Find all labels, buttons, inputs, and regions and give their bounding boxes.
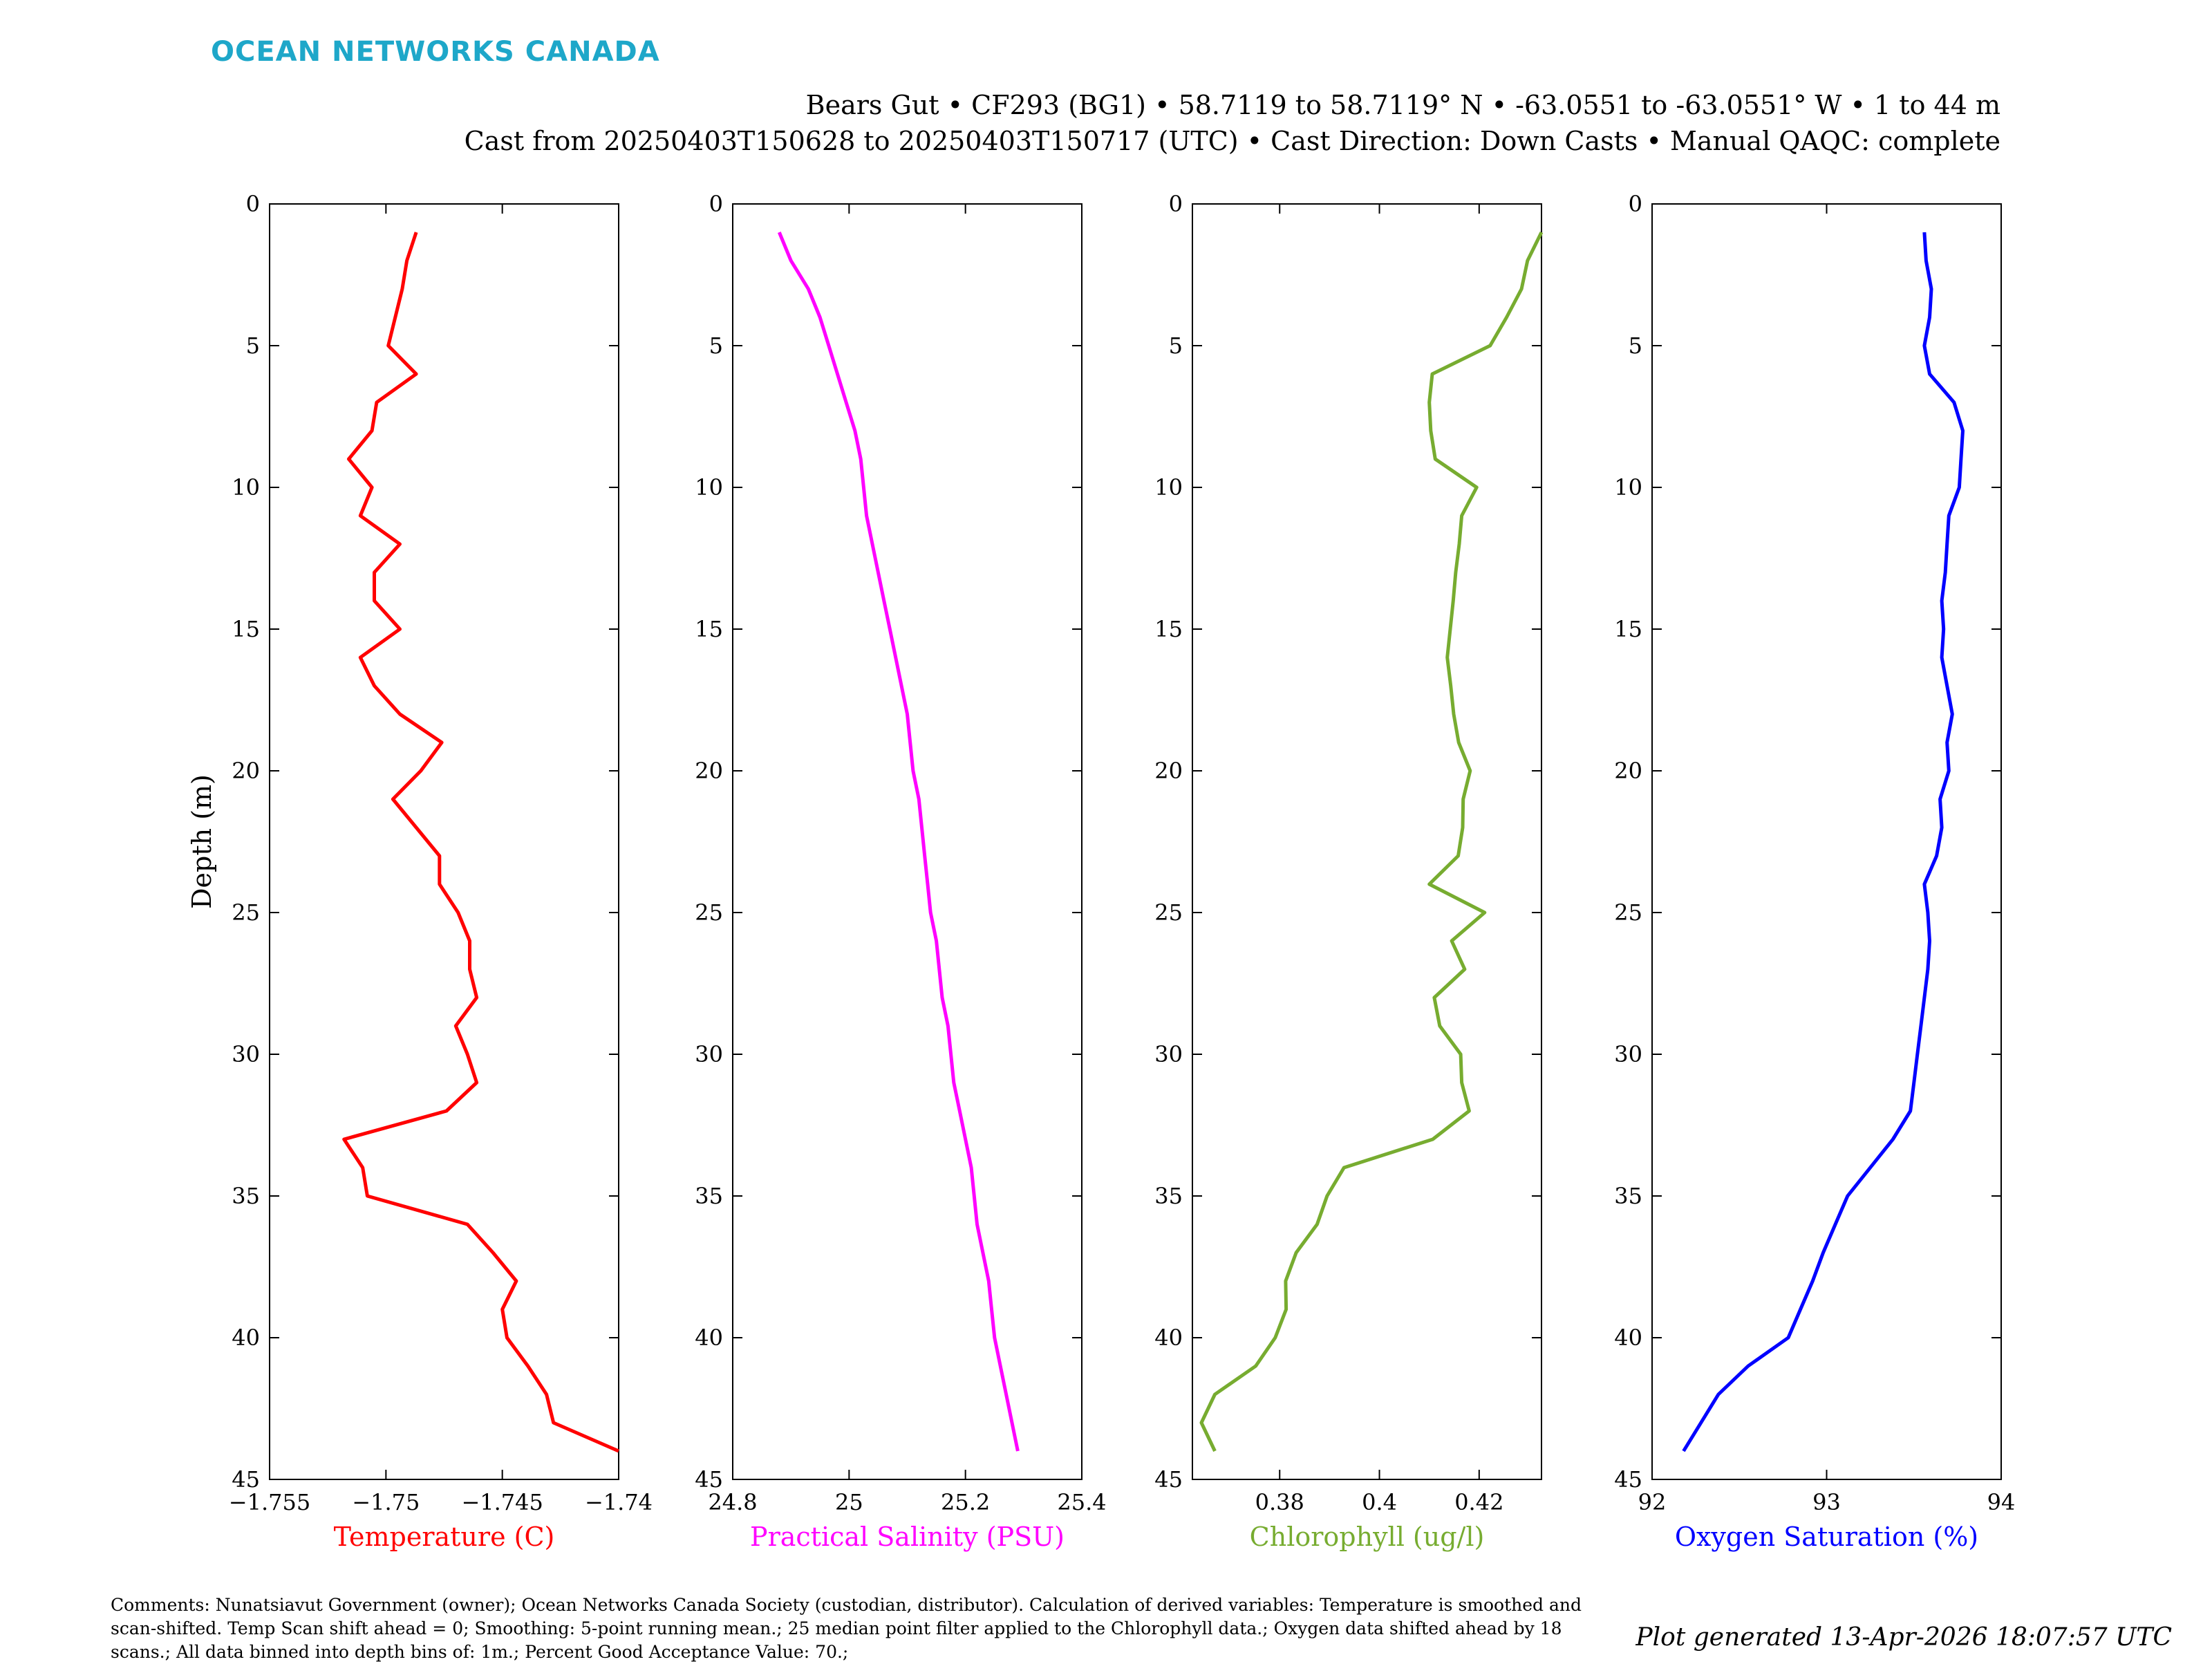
y-tick-label: 35 xyxy=(695,1183,723,1209)
profile-line-1 xyxy=(342,232,619,1453)
x-tick-label: 0.38 xyxy=(1255,1489,1304,1515)
y-tick-label: 0 xyxy=(246,191,260,217)
y-tick-label: 20 xyxy=(232,758,260,784)
y-tick-label: 15 xyxy=(1154,616,1183,642)
x-tick-label: 0.42 xyxy=(1454,1489,1503,1515)
x-axis-label: Temperature (C) xyxy=(334,1522,555,1552)
y-tick-label: 15 xyxy=(1614,616,1642,642)
y-tick-label: 25 xyxy=(1614,899,1642,926)
y-tick-label: 25 xyxy=(1154,899,1183,926)
profile-line-2 xyxy=(777,232,1020,1452)
y-tick-label: 45 xyxy=(232,1466,260,1493)
y-tick-label: 40 xyxy=(695,1325,723,1351)
y-tick-label: 35 xyxy=(1154,1183,1183,1209)
x-tick-label: −1.75 xyxy=(352,1489,420,1515)
y-tick-label: 10 xyxy=(1154,474,1183,501)
x-tick-label: 92 xyxy=(1638,1489,1667,1515)
y-tick-label: 20 xyxy=(1154,758,1183,784)
y-tick-label: 10 xyxy=(232,474,260,501)
x-tick-label: 94 xyxy=(1987,1489,2016,1515)
y-tick-label: 5 xyxy=(246,333,260,359)
y-tick-label: 5 xyxy=(1629,333,1642,359)
y-tick-label: 40 xyxy=(1614,1325,1642,1351)
y-tick-label: 25 xyxy=(232,899,260,926)
y-tick-label: 40 xyxy=(232,1325,260,1351)
plot-title-location: Bears Gut • CF293 (BG1) • 58.7119 to 58.… xyxy=(805,90,2000,120)
x-tick-label: 25.2 xyxy=(941,1489,990,1515)
onc-logo: OCEAN NETWORKS CANADA xyxy=(211,36,660,68)
x-tick-label: 24.8 xyxy=(708,1489,757,1515)
plot-title-cast: Cast from 20250403T150628 to 20250403T15… xyxy=(464,126,2000,156)
x-tick-label: −1.755 xyxy=(229,1489,310,1515)
y-tick-label: 20 xyxy=(1614,758,1642,784)
y-tick-label: 30 xyxy=(1154,1041,1183,1067)
y-tick-label: 0 xyxy=(709,191,723,217)
y-tick-label: 40 xyxy=(1154,1325,1183,1351)
axes-box xyxy=(732,203,1082,1480)
y-axis-label: Depth (m) xyxy=(187,774,217,909)
x-axis-label: Chlorophyll (ug/l) xyxy=(1250,1522,1485,1552)
x-tick-label: 25 xyxy=(835,1489,863,1515)
axes-box xyxy=(1192,203,1542,1480)
y-tick-label: 0 xyxy=(1169,191,1183,217)
y-tick-label: 15 xyxy=(695,616,723,642)
y-tick-label: 10 xyxy=(1614,474,1642,501)
y-tick-label: 45 xyxy=(1614,1466,1642,1493)
y-tick-label: 0 xyxy=(1629,191,1642,217)
x-tick-label: 25.4 xyxy=(1057,1489,1106,1515)
axes-box xyxy=(269,203,619,1480)
y-tick-label: 30 xyxy=(695,1041,723,1067)
y-tick-label: 20 xyxy=(695,758,723,784)
x-axis-label: Practical Salinity (PSU) xyxy=(750,1522,1065,1552)
profile-line-4 xyxy=(1682,232,1965,1452)
y-tick-label: 10 xyxy=(695,474,723,501)
y-tick-label: 45 xyxy=(1154,1466,1183,1493)
x-axis-label: Oxygen Saturation (%) xyxy=(1675,1522,1978,1552)
y-tick-label: 5 xyxy=(1169,333,1183,359)
x-tick-label: 0.4 xyxy=(1362,1489,1397,1515)
y-tick-label: 25 xyxy=(695,899,723,926)
x-tick-label: −1.74 xyxy=(585,1489,653,1515)
plot-comments: Comments: Nunatsiavut Government (owner)… xyxy=(111,1595,1582,1662)
profile-line-3 xyxy=(1199,231,1544,1452)
y-tick-label: 5 xyxy=(709,333,723,359)
y-tick-label: 15 xyxy=(232,616,260,642)
y-tick-label: 30 xyxy=(232,1041,260,1067)
y-tick-label: 30 xyxy=(1614,1041,1642,1067)
x-tick-label: 93 xyxy=(1812,1489,1841,1515)
y-tick-label: 45 xyxy=(695,1466,723,1493)
plot-generated-timestamp: Plot generated 13-Apr-2026 18:07:57 UTC xyxy=(1635,1623,2172,1652)
y-tick-label: 35 xyxy=(1614,1183,1642,1209)
x-tick-label: −1.745 xyxy=(461,1489,543,1515)
y-tick-label: 35 xyxy=(232,1183,260,1209)
